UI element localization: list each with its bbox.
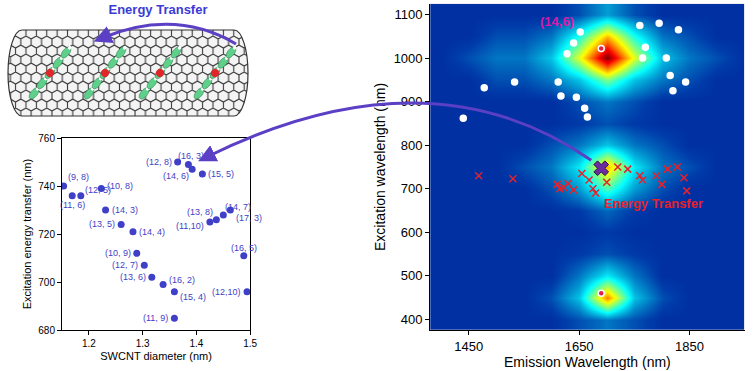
svg-text:1000: 1000 <box>394 51 423 66</box>
svg-text:Emission Wavelength (nm): Emission Wavelength (nm) <box>504 354 671 370</box>
svg-text:600: 600 <box>401 225 423 240</box>
svg-text:(14, 6): (14, 6) <box>163 171 189 181</box>
svg-text:700: 700 <box>38 277 55 288</box>
svg-text:SWCNT diameter (nm): SWCNT diameter (nm) <box>100 350 212 362</box>
svg-text:500: 500 <box>401 268 423 283</box>
svg-text:(11, 9): (11, 9) <box>143 313 168 323</box>
svg-text:740: 740 <box>38 181 55 192</box>
svg-text:Energy Transfer: Energy Transfer <box>604 196 703 211</box>
svg-text:1850: 1850 <box>675 339 704 354</box>
svg-text:(16, 3): (16, 3) <box>178 151 204 161</box>
svg-text:(16, 2): (16, 2) <box>169 275 195 285</box>
svg-text:400: 400 <box>401 312 423 327</box>
svg-text:1100: 1100 <box>395 7 423 22</box>
svg-text:(12,10): (12,10) <box>212 287 241 297</box>
svg-text:(15, 5): (15, 5) <box>208 169 234 179</box>
svg-text:(11,10): (11,10) <box>176 221 204 231</box>
svg-text:1.4: 1.4 <box>189 338 203 349</box>
svg-text:1.5: 1.5 <box>243 338 257 349</box>
svg-text:Excitation energy transfer (nm: Excitation energy transfer (nm) <box>21 159 33 309</box>
svg-text:(14, 3): (14, 3) <box>112 205 138 215</box>
svg-text:1.2: 1.2 <box>82 338 96 349</box>
svg-text:(15, 4): (15, 4) <box>180 292 206 302</box>
svg-text:(12, 7): (12, 7) <box>112 260 138 270</box>
svg-text:(10, 9): (10, 9) <box>105 248 131 258</box>
svg-text:Energy Transfer: Energy Transfer <box>109 2 208 17</box>
svg-text:Excitation wavelength (nm): Excitation wavelength (nm) <box>372 83 388 251</box>
svg-text:(13, 6): (13, 6) <box>120 272 146 282</box>
svg-text:(11, 6): (11, 6) <box>60 200 85 210</box>
svg-text:680: 680 <box>38 325 55 336</box>
svg-text:(17, 3): (17, 3) <box>236 213 262 223</box>
svg-text:1650: 1650 <box>565 339 594 354</box>
svg-text:700: 700 <box>401 181 423 196</box>
svg-text:(9, 8): (9, 8) <box>68 172 89 182</box>
svg-text:(14, 7): (14, 7) <box>225 202 251 212</box>
svg-text:760: 760 <box>38 133 55 144</box>
svg-text:(12, 8): (12, 8) <box>146 157 172 167</box>
svg-text:720: 720 <box>38 229 55 240</box>
svg-text:(13, 8): (13, 8) <box>187 207 213 217</box>
svg-text:(10, 8): (10, 8) <box>107 181 133 191</box>
svg-text:(14, 4): (14, 4) <box>139 227 165 237</box>
svg-text:1.3: 1.3 <box>136 338 150 349</box>
svg-text:(14,6): (14,6) <box>540 14 574 29</box>
svg-text:(13, 5): (13, 5) <box>89 219 115 229</box>
svg-text:1450: 1450 <box>454 339 483 354</box>
svg-text:800: 800 <box>401 138 423 153</box>
svg-text:(16, 5): (16, 5) <box>231 243 257 253</box>
svg-text:(12, 5): (12, 5) <box>85 185 111 195</box>
svg-text:900: 900 <box>401 94 423 109</box>
